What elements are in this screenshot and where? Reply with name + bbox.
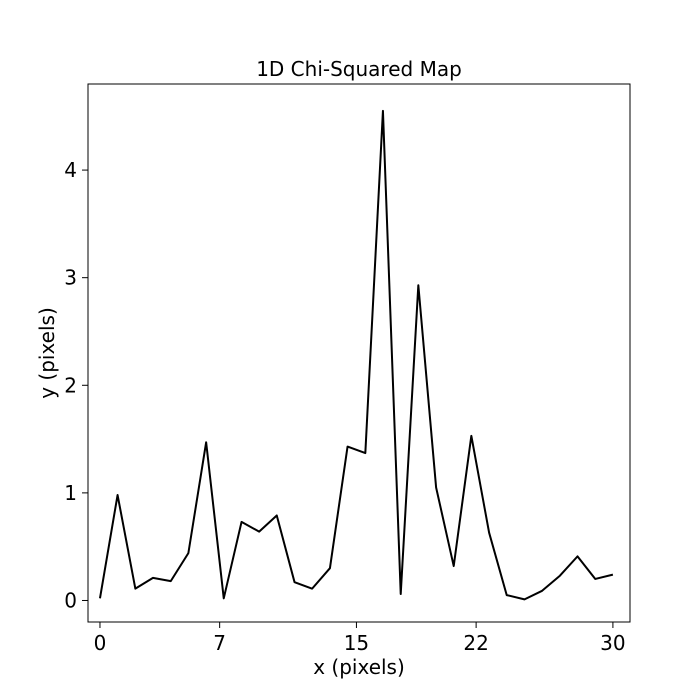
x-axis-label: x (pixels)	[313, 655, 405, 679]
x-tick-label: 15	[344, 631, 369, 655]
y-tick-label: 4	[64, 158, 77, 182]
y-axis-label: y (pixels)	[35, 307, 59, 399]
x-tick-label: 7	[213, 631, 226, 655]
x-tick-label: 30	[600, 631, 625, 655]
x-tick-label: 0	[94, 631, 107, 655]
x-tick-label: 22	[463, 631, 488, 655]
y-tick-label: 1	[64, 481, 77, 505]
plot-frame	[87, 83, 631, 623]
y-tick-label: 2	[64, 373, 77, 397]
y-axis: 0 1 2 3 4	[64, 158, 88, 612]
y-tick-label: 3	[64, 266, 77, 290]
series-line	[98, 109, 614, 601]
x-axis: 0 7 15 22 30	[94, 622, 626, 655]
plot-area	[98, 109, 614, 601]
y-tick-label: 0	[64, 588, 77, 612]
chart-title: 1D Chi-Squared Map	[256, 57, 462, 81]
